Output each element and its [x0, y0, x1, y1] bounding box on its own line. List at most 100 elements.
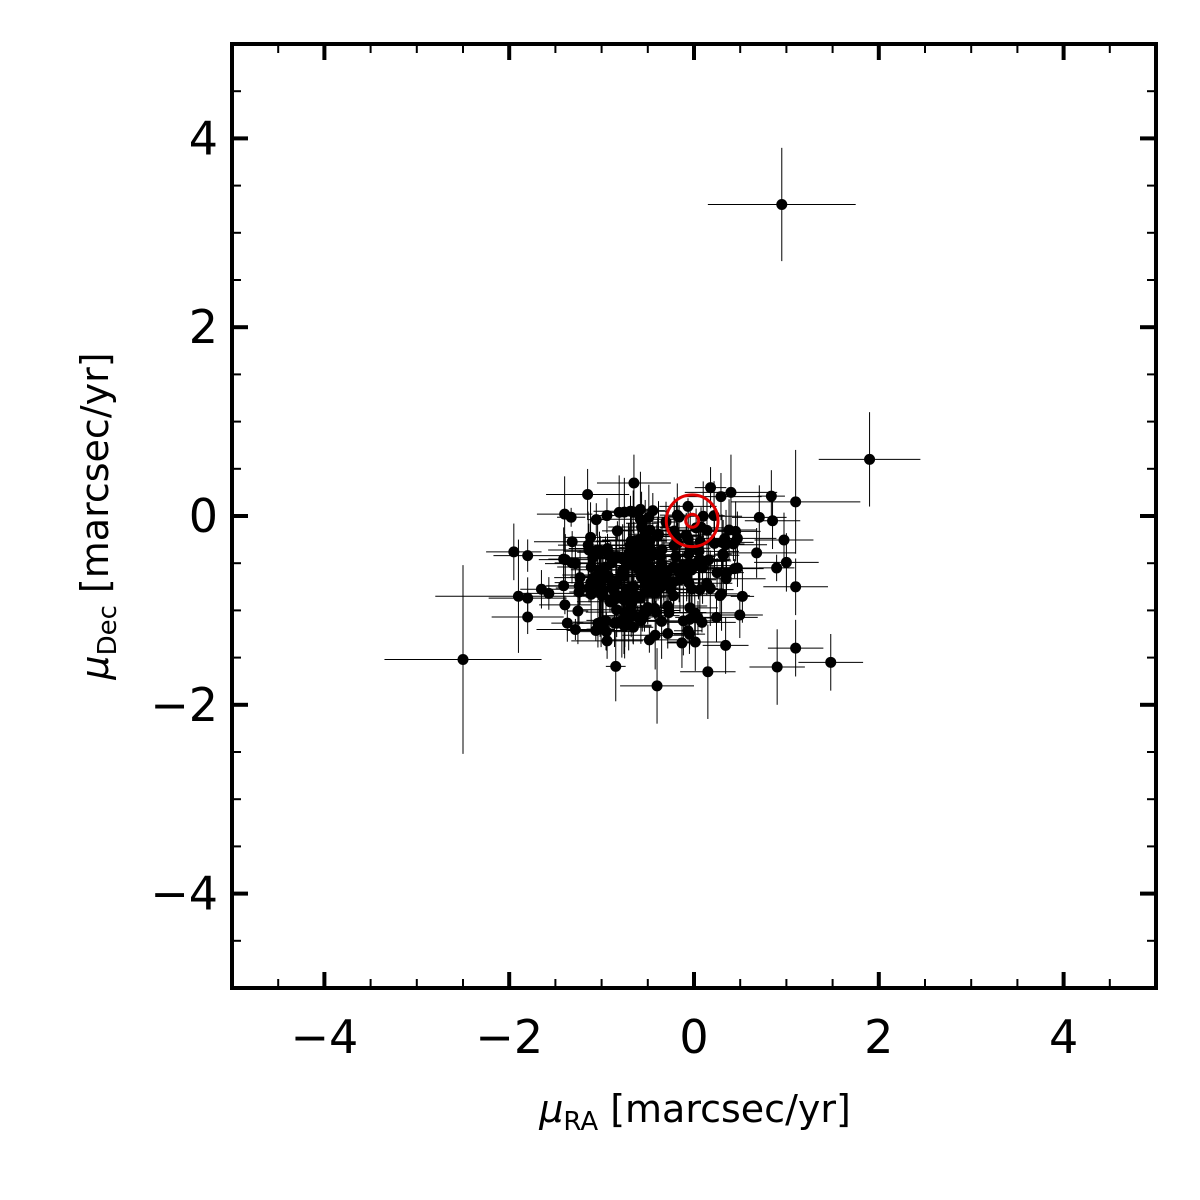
data-point: [702, 666, 714, 678]
data-point: [686, 583, 698, 595]
data-point: [615, 568, 627, 580]
data-point: [710, 611, 722, 623]
data-point: [601, 510, 613, 522]
x-tick-label: 2: [864, 1010, 893, 1064]
data-point: [720, 573, 732, 585]
data-point: [457, 653, 469, 665]
data-point: [569, 558, 581, 570]
data-point: [652, 575, 664, 587]
reference-circle-outer: [664, 493, 720, 549]
data-point: [636, 521, 648, 533]
data-point: [640, 553, 652, 565]
x-axis-label: μRA [marcsec/yr]: [538, 1087, 851, 1137]
data-point: [689, 607, 701, 619]
data-point: [717, 548, 729, 560]
y-axis-label: μDec[marcsec/yr]: [73, 352, 123, 680]
data-point: [776, 198, 788, 210]
data-point: [600, 615, 612, 627]
data-point: [634, 592, 646, 604]
data-point: [633, 534, 645, 546]
data-point: [600, 626, 612, 638]
data-point: [625, 540, 637, 552]
data-point: [736, 590, 748, 602]
x-tick-label: 0: [679, 1010, 708, 1064]
data-point: [645, 544, 657, 556]
y-tick-label: 0: [189, 489, 218, 543]
data-point: [714, 590, 726, 602]
data-point: [673, 511, 685, 523]
data-point: [621, 583, 633, 595]
data-point: [508, 546, 520, 558]
data-point: [734, 609, 746, 621]
data-point: [720, 639, 732, 651]
data-point: [643, 634, 655, 646]
data-point: [647, 505, 659, 517]
data-point: [771, 661, 783, 673]
data-point: [543, 587, 555, 599]
reference-marker: [664, 493, 720, 549]
y-tick-label: 2: [189, 300, 218, 354]
data-point: [662, 600, 674, 612]
data-point: [790, 642, 802, 654]
data-point: [676, 637, 688, 649]
y-tick-label: 4: [189, 111, 218, 165]
y-tick-label: −2: [150, 678, 218, 732]
y-tick-label: −4: [150, 867, 218, 921]
data-point: [606, 557, 618, 569]
data-point: [634, 503, 646, 515]
data-point: [601, 542, 613, 554]
data-point: [677, 615, 689, 627]
data-point: [561, 617, 573, 629]
data-point: [610, 660, 622, 672]
data-point: [705, 482, 717, 494]
data-point: [825, 656, 837, 668]
data-point: [590, 514, 602, 526]
x-tick-label: 4: [1049, 1010, 1078, 1064]
data-point: [765, 490, 777, 502]
data-point: [522, 592, 534, 604]
data-point: [522, 550, 534, 562]
data-point: [611, 576, 623, 588]
data-point: [566, 536, 578, 548]
data-point: [694, 584, 706, 596]
data-point: [613, 506, 625, 518]
data-point: [582, 539, 594, 551]
data-point: [731, 562, 743, 574]
data-point: [559, 554, 571, 566]
data-point: [635, 571, 647, 583]
data-point: [638, 608, 650, 620]
data-point: [790, 581, 802, 593]
data-point: [618, 619, 630, 631]
data-point: [694, 553, 706, 565]
data-point: [590, 624, 602, 636]
data-point: [697, 510, 709, 522]
data-point: [655, 558, 667, 570]
data-point: [693, 545, 705, 557]
data-point: [522, 611, 534, 623]
data-point: [628, 477, 640, 489]
reference-circle-inner: [684, 512, 701, 529]
data-point: [609, 593, 621, 605]
data-point: [681, 566, 693, 578]
data-point: [780, 556, 792, 568]
data-point: [573, 580, 585, 592]
data-point: [665, 582, 677, 594]
data-point: [611, 525, 623, 537]
data-point: [627, 621, 639, 633]
data-point: [701, 524, 713, 536]
data-point: [628, 550, 640, 562]
data-point: [690, 522, 702, 534]
data-point: [609, 617, 621, 629]
plot-frame: [230, 42, 1158, 990]
data-point: [703, 554, 715, 566]
data-point: [652, 530, 664, 542]
data-point: [771, 562, 783, 574]
data-point: [711, 567, 723, 579]
data-point: [559, 508, 571, 520]
data-point: [641, 563, 653, 575]
data-point: [650, 587, 662, 599]
data-point: [512, 590, 524, 602]
data-point: [689, 636, 701, 648]
data-point: [668, 561, 680, 573]
